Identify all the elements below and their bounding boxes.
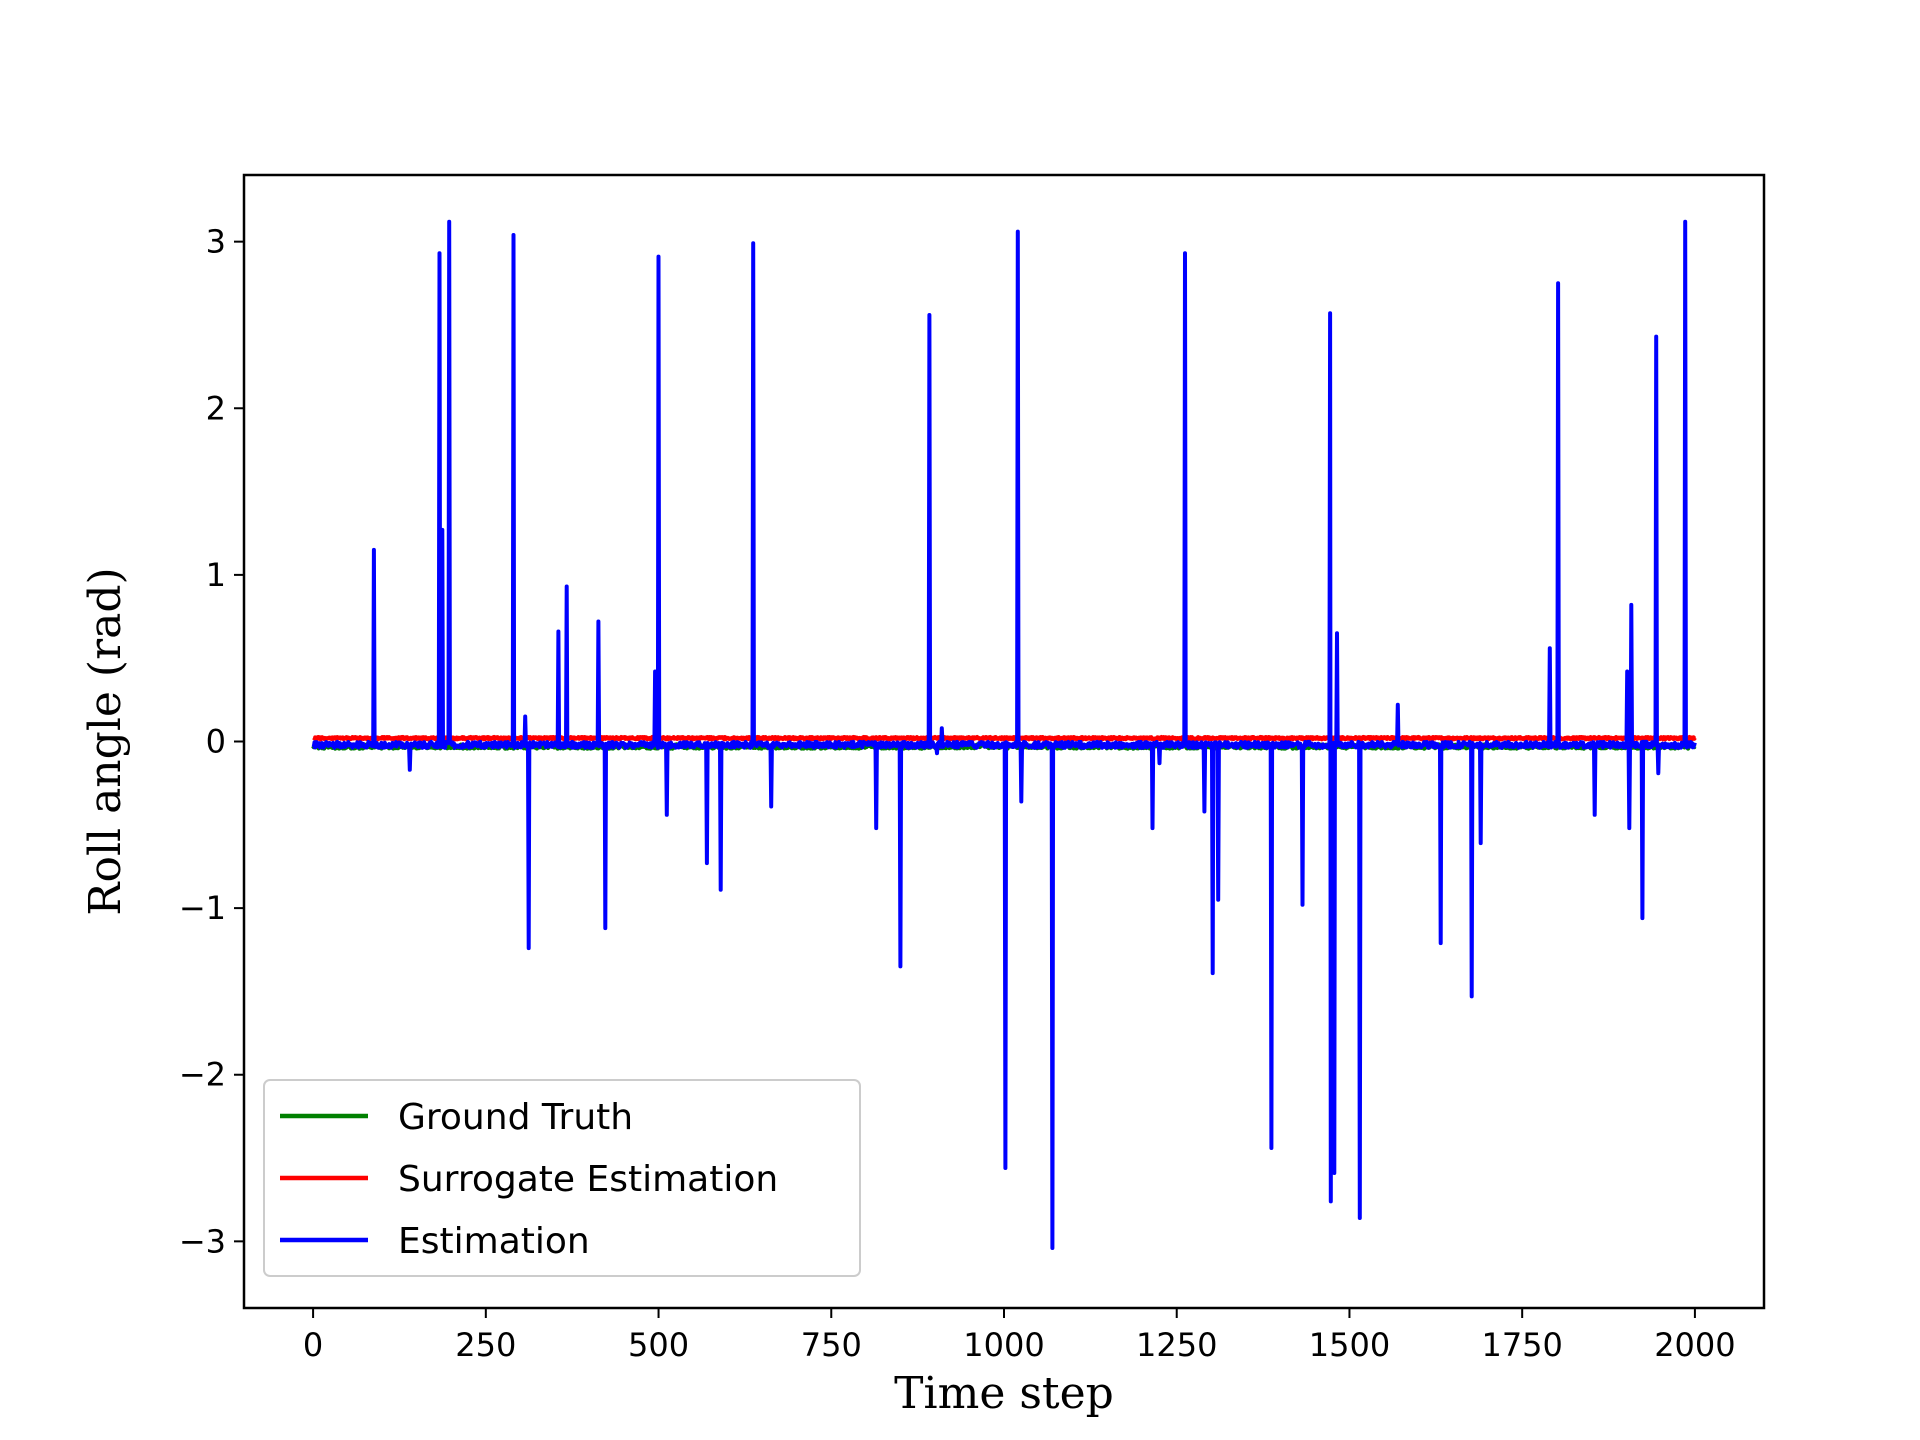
y-tick-label: 1 xyxy=(206,556,226,594)
y-axis-label: Roll angle (rad) xyxy=(80,567,131,915)
y-tick-label: −3 xyxy=(179,1222,226,1260)
x-tick-label: 1750 xyxy=(1481,1326,1562,1364)
y-tick-label: 3 xyxy=(206,223,226,261)
x-tick-label: 500 xyxy=(628,1326,689,1364)
y-tick-label: −2 xyxy=(179,1056,226,1094)
legend-entry-label: Estimation xyxy=(398,1221,590,1262)
x-tick-label: 250 xyxy=(455,1326,516,1364)
x-axis: 0 250 500 750 1000 1250 1500 1750 2000 xyxy=(303,1308,1736,1364)
y-tick-label: 2 xyxy=(206,389,226,427)
legend-box xyxy=(263,1079,861,1277)
x-tick-label: 1250 xyxy=(1136,1326,1217,1364)
plot-area xyxy=(311,219,1697,1250)
y-tick-label: 0 xyxy=(206,723,226,761)
legend-entry-label: Surrogate Estimation xyxy=(398,1159,778,1200)
x-tick-label: 1500 xyxy=(1309,1326,1390,1364)
series-line-surrogate-estimation xyxy=(311,734,1697,742)
y-axis: 3 2 1 0 −1 −2 −3 xyxy=(179,223,244,1260)
x-axis-label: Time step xyxy=(894,1368,1114,1419)
series-line-estimation xyxy=(311,219,1697,1250)
legend: Ground Truth Surrogate Estimation Estimati… xyxy=(263,1079,861,1277)
x-tick-label: 0 xyxy=(303,1326,323,1364)
y-tick-label: −1 xyxy=(179,889,226,927)
x-tick-label: 750 xyxy=(801,1326,862,1364)
x-tick-label: 1000 xyxy=(963,1326,1044,1364)
x-tick-label: 2000 xyxy=(1654,1326,1735,1364)
legend-entry-label: Ground Truth xyxy=(398,1097,633,1138)
